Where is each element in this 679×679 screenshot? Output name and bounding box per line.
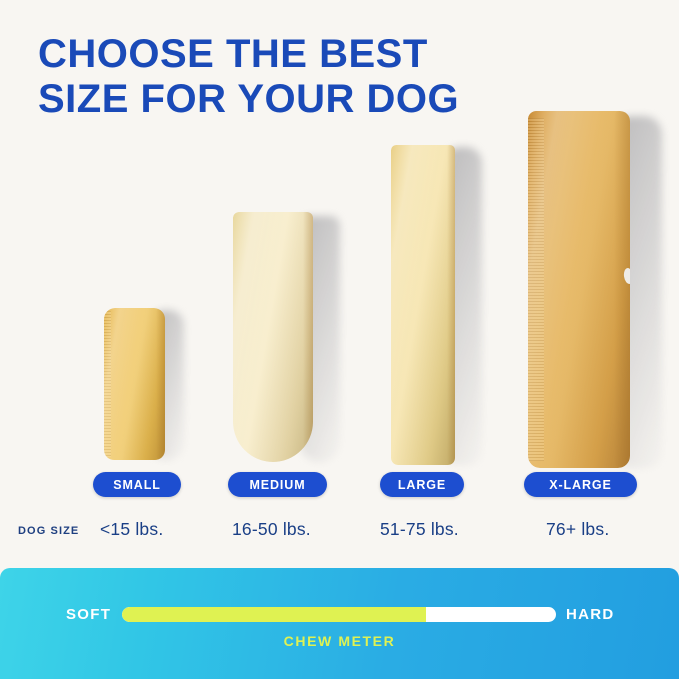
dog-weight-xlarge: 76+ lbs. bbox=[546, 519, 610, 539]
headline-line-1: CHOOSE THE BEST bbox=[38, 32, 428, 76]
chew-edge-xlarge bbox=[614, 111, 630, 468]
chew-ridge-xlarge bbox=[528, 118, 544, 461]
dog-weight-medium: 16-50 lbs. bbox=[232, 519, 311, 539]
chew-meter-caption: CHEW METER bbox=[283, 633, 396, 649]
chew-meter-soft-label: SOFT bbox=[66, 606, 112, 623]
size-badge-small[interactable]: SMALL bbox=[93, 472, 181, 497]
size-badge-large[interactable]: LARGE bbox=[380, 472, 464, 497]
chew-body-small bbox=[104, 308, 165, 460]
dog-size-row-label: DOG SIZE bbox=[18, 525, 80, 537]
page-title: CHOOSE THE BEST SIZE FOR YOUR DOG bbox=[38, 32, 558, 122]
chew-meter-fill bbox=[122, 607, 426, 622]
chew-sheen-large bbox=[391, 145, 455, 465]
chew-sheen-small bbox=[104, 308, 165, 460]
chew-body-medium bbox=[233, 212, 313, 462]
dog-weight-small: <15 lbs. bbox=[100, 519, 164, 539]
chew-ridge-small bbox=[104, 311, 111, 457]
headline-line-2: SIZE FOR YOUR DOG bbox=[38, 77, 460, 121]
chew-edge-medium bbox=[303, 212, 313, 462]
chew-image-large bbox=[391, 145, 455, 465]
chew-sheen-xlarge bbox=[528, 111, 630, 468]
chew-image-medium bbox=[233, 212, 313, 462]
chew-meter-track[interactable] bbox=[122, 607, 556, 622]
chew-edge-large bbox=[447, 145, 455, 465]
chew-sheen-medium bbox=[233, 212, 313, 462]
chew-image-xlarge bbox=[528, 111, 630, 468]
chew-image-small bbox=[104, 308, 165, 460]
chew-body-xlarge bbox=[528, 111, 630, 468]
dog-weight-large: 51-75 lbs. bbox=[380, 519, 459, 539]
size-badge-xlarge[interactable]: X-LARGE bbox=[524, 472, 637, 497]
chew-meter-row: SOFT HARD bbox=[0, 604, 679, 626]
chew-meter-hard-label: HARD bbox=[566, 606, 615, 623]
size-badge-medium[interactable]: MEDIUM bbox=[228, 472, 327, 497]
chew-edge-small bbox=[156, 308, 165, 460]
chew-meter-panel: SOFT HARD CHEW METER bbox=[0, 568, 679, 679]
chew-body-large bbox=[391, 145, 455, 465]
product-photo-stage bbox=[0, 100, 679, 500]
